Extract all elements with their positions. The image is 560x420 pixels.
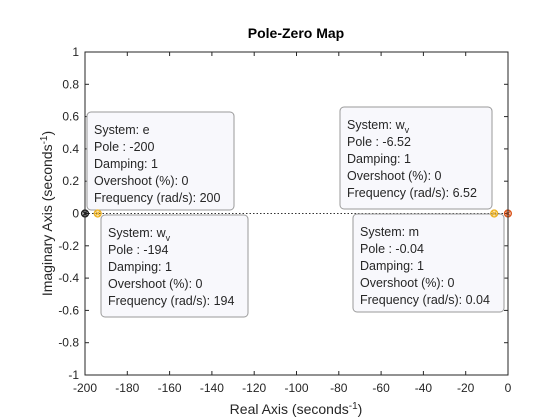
y-tick-label: -0.6 xyxy=(58,303,79,317)
x-tick-label: -120 xyxy=(242,381,266,395)
datatip-line: Frequency (rad/s): 0.04 xyxy=(360,293,490,307)
y-tick-label: 0.4 xyxy=(62,142,79,156)
datatip-line: Frequency (rad/s): 194 xyxy=(108,294,234,308)
x-tick-label: -40 xyxy=(415,381,433,395)
datatip-line: Pole : -194 xyxy=(108,243,169,257)
axes-box xyxy=(84,51,509,376)
datatip-line: Damping: 1 xyxy=(94,157,158,171)
datatip-system: System: e xyxy=(94,123,150,137)
y-axis-ticks: -1 -0.8 -0.6 -0.4 -0.2 0 0.2 0.4 0.6 0.8 1 xyxy=(58,45,508,382)
datatip-line: Pole : -0.04 xyxy=(360,242,424,256)
datatip[interactable]: System: e Pole : -200 Damping: 1 Overshoot … xyxy=(86,111,235,211)
x-tick-label: -100 xyxy=(284,381,308,395)
y-tick-label: -0.4 xyxy=(58,271,79,285)
x-tick-label: -200 xyxy=(73,381,97,395)
y-tick-label: 0.2 xyxy=(62,174,79,188)
y-tick-label: -1 xyxy=(68,368,79,382)
datatip-line: Overshoot (%): 0 xyxy=(347,169,442,183)
datatips: System: e Pole : -200 Damping: 1 Overshoot … xyxy=(86,106,505,318)
x-tick-label: -20 xyxy=(457,381,475,395)
datatip-line: Frequency (rad/s): 6.52 xyxy=(347,186,477,200)
y-tick-label: 0.8 xyxy=(62,77,79,91)
y-tick-label: 0.6 xyxy=(62,110,79,124)
datatip-line: Pole : -6.52 xyxy=(347,135,411,149)
x-axis-ticks: -200 -180 -160 -140 -120 -100 -80 -60 -40 -20 0 xyxy=(73,52,512,395)
datatip-system: System: wv xyxy=(108,226,171,243)
pole-marker-w-v[interactable] xyxy=(93,209,102,218)
y-tick-label: -0.2 xyxy=(58,239,79,253)
datatip-line: Damping: 1 xyxy=(108,260,172,274)
x-tick-label: 0 xyxy=(505,381,512,395)
datatip-line: Damping: 1 xyxy=(347,152,411,166)
x-tick-label: -60 xyxy=(372,381,390,395)
datatip-box xyxy=(86,111,235,211)
datatip-line: Damping: 1 xyxy=(360,259,424,273)
datatip[interactable]: System: m Pole : -0.04 Damping: 1 Overshoot… xyxy=(352,213,505,313)
datatip-line: Overshoot (%): 0 xyxy=(108,277,203,291)
datatip-line: Frequency (rad/s): 200 xyxy=(94,191,220,205)
y-tick-label: -0.8 xyxy=(58,336,79,350)
datatip-box xyxy=(339,106,493,210)
y-tick-label: 1 xyxy=(72,45,79,59)
datatip-system: System: wv xyxy=(347,118,410,135)
datatip-system: System: m xyxy=(360,225,419,239)
pole-marker-w-v[interactable] xyxy=(490,209,499,218)
datatip-box xyxy=(100,214,249,318)
x-tick-label: -180 xyxy=(115,381,139,395)
x-tick-label: -80 xyxy=(330,381,348,395)
x-tick-label: -160 xyxy=(158,381,182,395)
y-tick-label: 0 xyxy=(72,207,79,221)
datatip-line: Overshoot (%): 0 xyxy=(360,276,455,290)
x-axis-label: Real Axis (seconds-1) xyxy=(230,401,363,417)
chart-title: Pole-Zero Map xyxy=(248,25,344,41)
datatip-line: Overshoot (%): 0 xyxy=(94,174,189,188)
x-tick-label: -140 xyxy=(200,381,224,395)
datatip-line: Pole : -200 xyxy=(94,140,155,154)
datatip-box xyxy=(352,213,505,313)
y-axis-label: Imaginary Axis (seconds-1) xyxy=(39,131,55,296)
